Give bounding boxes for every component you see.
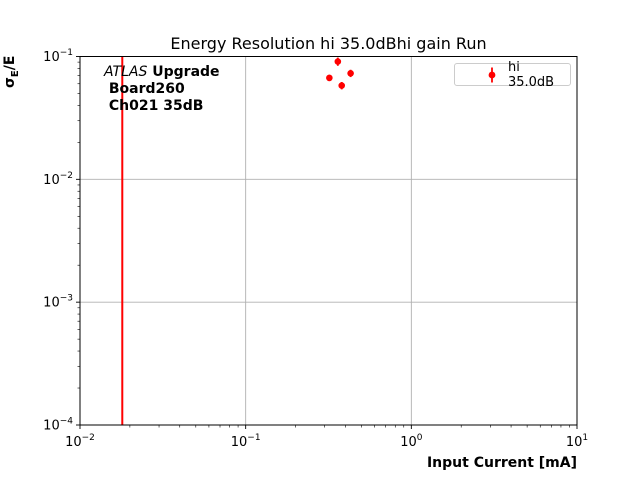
y-axis-label-sigma: σ: [2, 77, 18, 88]
annotation-channel: Ch021 35dB: [104, 98, 204, 114]
data-point: [326, 74, 333, 82]
errorbar-marker-icon: [488, 67, 496, 82]
atlas-annotation: ATLAS Upgrade Board260 Ch021 35dB: [104, 64, 220, 115]
y-tick-label: 10−2: [43, 171, 73, 188]
annotation-board: Board260: [104, 81, 185, 97]
legend: hi 35.0dB: [454, 60, 571, 90]
data-point: [338, 82, 346, 89]
x-tick-label: 10−2: [65, 433, 95, 450]
annotation-upgrade: Upgrade: [147, 64, 220, 80]
y-tick-label: 10−4: [43, 417, 73, 434]
chart-title: Energy Resolution hi 35.0dBhi gain Run: [170, 34, 487, 53]
legend-label: hi 35.0dB: [507, 59, 555, 90]
y-tick-label: 10−1: [43, 48, 73, 65]
y-tick-label: 10−3: [43, 294, 73, 311]
y-axis-label-subscript: E: [9, 70, 21, 78]
x-tick-label: 101: [566, 433, 588, 450]
data-point: [334, 58, 342, 65]
x-tick-label: 10−1: [231, 433, 261, 450]
x-tick-label: 100: [400, 433, 423, 450]
data-point: [347, 69, 354, 77]
y-axis-label: σE/E: [2, 56, 21, 88]
plot-frame: [79, 56, 578, 426]
annotation-atlas: ATLAS: [104, 64, 148, 80]
y-axis-label-rest: /E: [2, 55, 18, 71]
x-axis-label: Input Current [mA]: [426, 455, 577, 471]
